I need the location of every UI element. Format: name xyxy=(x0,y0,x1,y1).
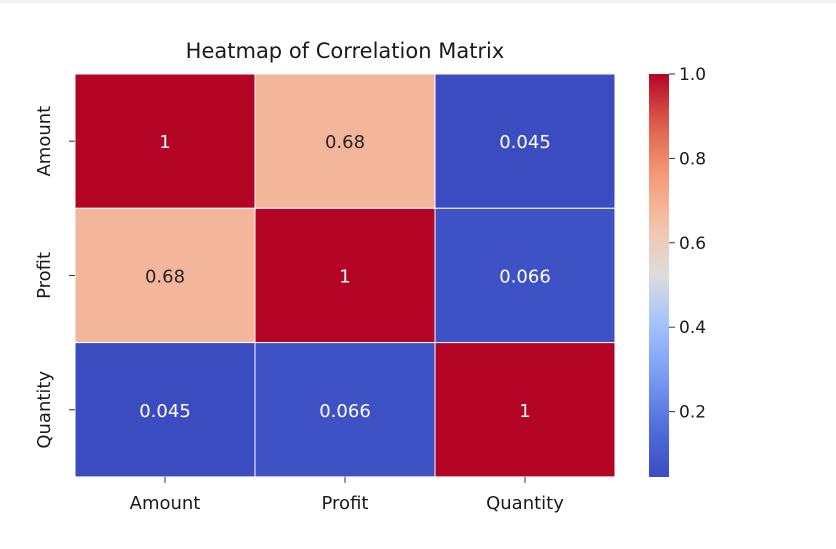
heatmap-cell-0-2 xyxy=(434,73,616,209)
colorbar-tick-label: 0.2 xyxy=(679,403,706,423)
colorbar-tick-label: 0.8 xyxy=(679,149,706,169)
cell-label-1-2: 0.066 xyxy=(499,266,551,287)
cell-label-2-1: 0.066 xyxy=(319,401,371,422)
y-tick-label: Quantity xyxy=(34,371,55,449)
colorbar-tick-label: 1.0 xyxy=(679,65,706,85)
chart-title: Heatmap of Correlation Matrix xyxy=(186,39,505,63)
cell-label-0-2: 0.045 xyxy=(499,132,551,153)
heatmap-cell-0-0 xyxy=(74,73,256,209)
cell-label-2-0: 0.045 xyxy=(139,401,191,422)
x-axis: Amount Profit Quantity xyxy=(130,476,564,514)
colorbar-gradient xyxy=(649,74,669,477)
heatmap-cell-0-1 xyxy=(254,73,436,209)
heatmap-cell-2-2 xyxy=(434,342,616,478)
y-tick-label: Profit xyxy=(34,252,55,299)
cell-label-1-1: 1 xyxy=(339,266,350,287)
colorbar: 0.2 0.4 0.6 0.8 1.0 xyxy=(649,65,706,477)
y-tick-label: Amount xyxy=(34,106,55,177)
y-axis: Amount Profit Quantity xyxy=(34,106,75,449)
x-tick-label: Amount xyxy=(130,493,201,514)
top-divider xyxy=(0,0,836,3)
cell-label-0-1: 0.68 xyxy=(325,132,365,153)
heatmap-cell-2-1 xyxy=(254,342,436,478)
cell-label-1-0: 0.68 xyxy=(145,266,185,287)
x-tick-label: Profit xyxy=(322,493,369,514)
colorbar-tick-label: 0.4 xyxy=(679,318,706,338)
heatmap-cells: 1 0.68 0.045 0.68 1 0.066 0.045 0.066 1 xyxy=(74,73,616,478)
colorbar-tick-label: 0.6 xyxy=(679,234,706,254)
cell-label-2-2: 1 xyxy=(519,401,530,422)
x-tick-label: Quantity xyxy=(486,493,564,514)
cell-label-0-0: 1 xyxy=(159,132,170,153)
